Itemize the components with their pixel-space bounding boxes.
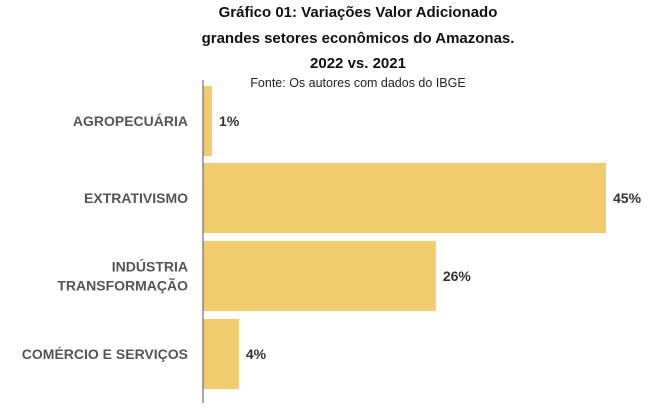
data-label: 4%	[246, 346, 267, 362]
chart-title-line-3: 2022 vs. 2021	[310, 55, 406, 72]
bar	[203, 319, 239, 389]
data-label: 45%	[613, 190, 642, 206]
data-label: 1%	[219, 113, 240, 129]
chart-title-line-1: Gráfico 01: Variações Valor Adicionado	[218, 4, 498, 21]
bar	[203, 86, 212, 156]
category-label: INDÚSTRIA	[112, 258, 188, 275]
bar	[203, 241, 436, 311]
chart-source: Fonte: Os autores com dados do IBGE	[250, 76, 466, 90]
category-label: COMÉRCIO E SERVIÇOS	[22, 346, 188, 362]
chart-title-line-2: grandes setores econômicos do Amazonas.	[201, 30, 515, 47]
data-label: 26%	[443, 268, 472, 284]
category-label: TRANSFORMAÇÃO	[57, 277, 188, 294]
category-label: EXTRATIVISMO	[84, 190, 188, 206]
bar	[203, 163, 606, 233]
category-label: AGROPECUÁRIA	[73, 113, 188, 129]
